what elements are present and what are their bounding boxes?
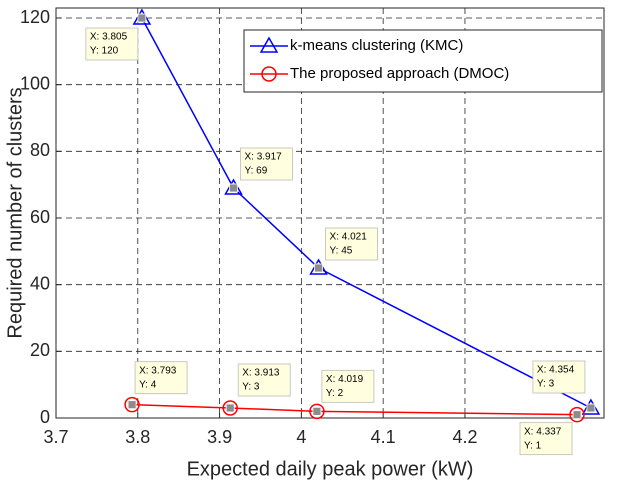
- datatip-marker: [312, 406, 322, 416]
- datatip-x: X: 4.021: [330, 232, 368, 243]
- datatip-x: X: 4.354: [537, 365, 575, 376]
- datatip-y: Y: 45: [330, 246, 353, 257]
- datatip-x: X: 3.917: [244, 152, 282, 163]
- circle-marker: [222, 400, 238, 416]
- datatip-y: Y: 69: [244, 166, 267, 177]
- circle-marker: [309, 403, 325, 420]
- datatip-box: [85, 27, 139, 61]
- x-tick-label: 3.9: [207, 427, 232, 447]
- datatip-y: Y: 3: [537, 379, 555, 390]
- triangle-marker: [259, 36, 279, 53]
- datatip-marker: [314, 263, 323, 273]
- y-tick-label: 100: [20, 73, 50, 93]
- datatip-y: Y: 120: [90, 46, 119, 57]
- circle-marker: [124, 396, 140, 413]
- circle-marker: [569, 406, 585, 423]
- y-tick-label: 80: [30, 140, 50, 160]
- series-line: [141, 17, 592, 409]
- datatip-y: Y: 1: [524, 440, 542, 451]
- x-tick-label: 4.2: [452, 427, 477, 447]
- datatip-y: Y: 2: [326, 388, 344, 399]
- datatip-x: X: 4.019: [326, 374, 364, 385]
- x-tick-label: 4: [296, 427, 306, 447]
- datatip-marker: [137, 13, 147, 23]
- y-tick-label: 120: [20, 7, 50, 27]
- datatip-box: [237, 363, 291, 397]
- legend-label: k-means clustering (KMC): [290, 37, 463, 54]
- legend-label: The proposed approach (DMOC): [290, 65, 509, 82]
- datatip-y: Y: 3: [242, 382, 260, 393]
- x-tick-label: 3.7: [43, 427, 68, 447]
- y-tick-label: 40: [30, 273, 50, 293]
- circle-marker: [261, 66, 277, 82]
- legend-box: [243, 29, 603, 93]
- y-axis-label: Required number of clusters: [4, 87, 26, 338]
- datatip-marker: [572, 410, 582, 420]
- datatip-marker: [127, 400, 137, 410]
- datatip-marker: [225, 403, 235, 413]
- datatip-box: [240, 147, 293, 181]
- datatip-box: [519, 422, 573, 456]
- y-tick-label: 0: [40, 407, 50, 427]
- x-tick-label: 4.1: [371, 427, 396, 447]
- axes-box: [55, 7, 605, 419]
- x-tick-label: 3.8: [125, 427, 150, 447]
- y-tick-label: 20: [30, 340, 50, 360]
- datatip-x: X: 3.793: [139, 365, 177, 376]
- datatip-box: [325, 227, 378, 261]
- datatip-box: [321, 369, 375, 403]
- y-tick-label: 60: [30, 207, 50, 227]
- datatip-box: [532, 360, 586, 394]
- series-line: [132, 403, 578, 416]
- datatip-y: Y: 4: [139, 379, 157, 390]
- datatip-box: [134, 361, 188, 395]
- datatip-marker: [229, 183, 238, 193]
- datatip-marker: [586, 403, 596, 413]
- x-axis-label: Expected daily peak power (kW): [187, 458, 474, 480]
- datatip-x: X: 4.337: [524, 426, 562, 437]
- datatip-x: X: 3.913: [242, 368, 280, 379]
- datatip-x: X: 3.805: [90, 32, 128, 43]
